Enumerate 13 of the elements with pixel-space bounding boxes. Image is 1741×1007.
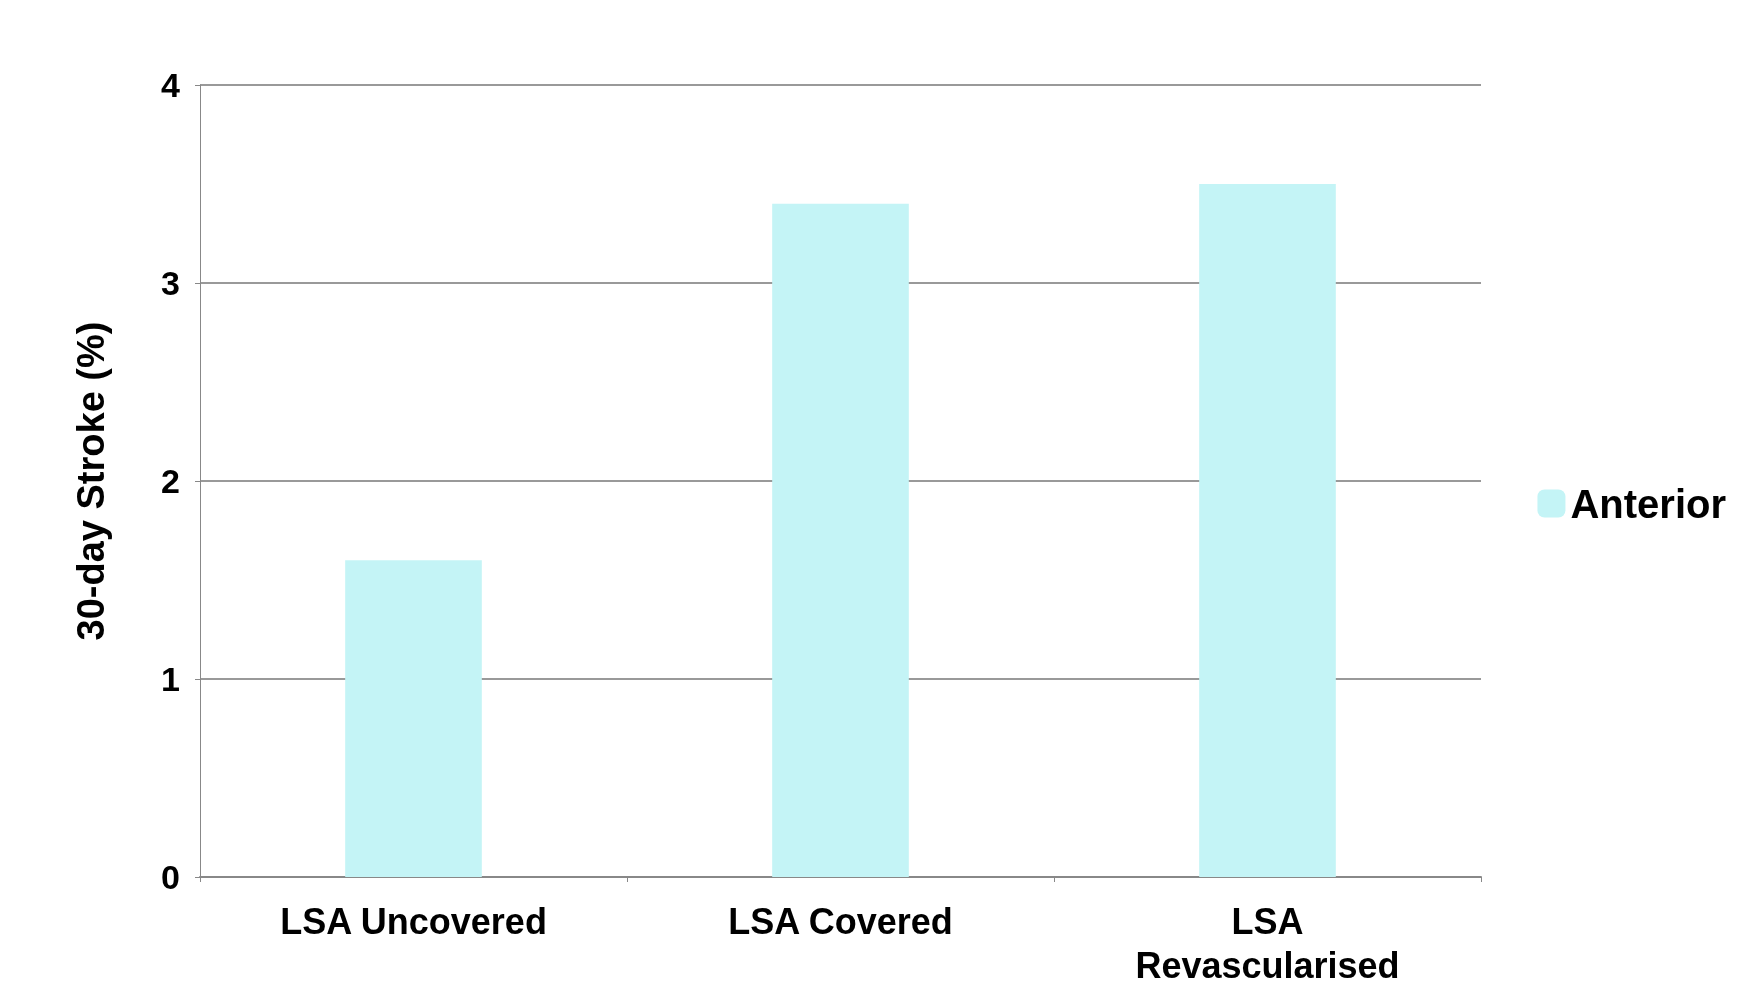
y-tick-label: 3 bbox=[161, 264, 180, 302]
bar bbox=[1199, 184, 1336, 877]
bar bbox=[345, 560, 482, 877]
x-tick-label: LSA Uncovered bbox=[280, 900, 547, 942]
y-tick-label: 1 bbox=[161, 660, 180, 698]
y-tick-label: 2 bbox=[161, 462, 180, 500]
y-axis-title: 30-day Stroke (%) bbox=[70, 321, 112, 641]
bar bbox=[772, 203, 909, 877]
y-tick-label: 0 bbox=[161, 858, 180, 896]
x-tick-label: LSA Covered bbox=[728, 900, 953, 942]
x-tick-label: LSA Revascularised bbox=[1135, 900, 1400, 986]
legend-label: Anterior bbox=[1570, 481, 1727, 526]
y-tick-label: 4 bbox=[161, 66, 181, 104]
